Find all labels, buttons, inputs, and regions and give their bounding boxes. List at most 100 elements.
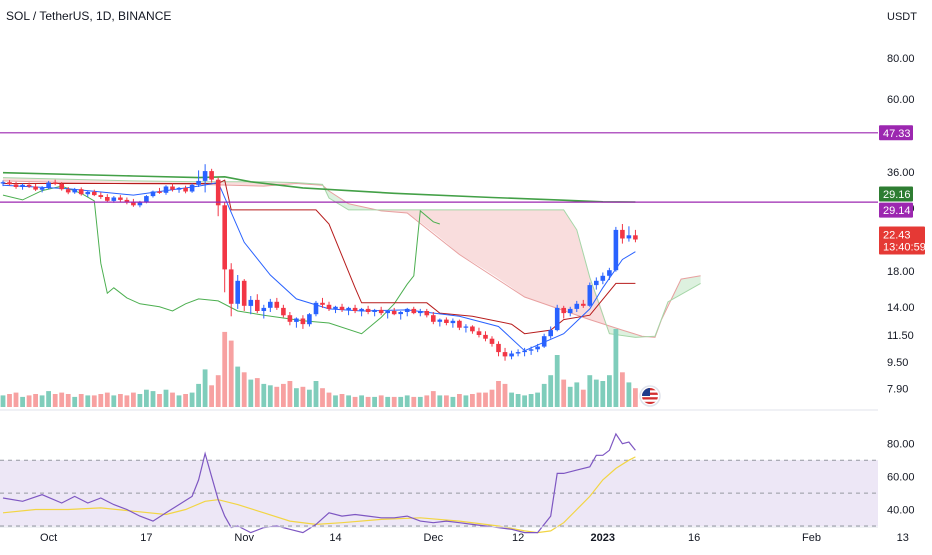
candle[interactable] [398, 311, 403, 320]
candle[interactable] [554, 304, 560, 332]
symbol-title[interactable]: SOL / TetherUS, 1D, BINANCE [6, 9, 171, 23]
candle[interactable] [385, 309, 390, 319]
candle[interactable] [339, 303, 345, 312]
candle[interactable] [163, 185, 169, 195]
candle[interactable] [281, 304, 286, 318]
candle[interactable] [235, 275, 240, 309]
horizontal-levels[interactable] [0, 132, 878, 203]
candle[interactable] [489, 336, 495, 347]
candle[interactable] [424, 308, 430, 318]
candle[interactable] [613, 226, 619, 272]
candle[interactable] [411, 306, 417, 315]
price-level-tag[interactable] [879, 202, 913, 218]
candle[interactable] [150, 190, 156, 198]
candle[interactable] [594, 277, 599, 290]
candle[interactable] [522, 347, 527, 357]
candle[interactable] [581, 299, 586, 308]
candle[interactable] [0, 180, 6, 187]
candle[interactable] [483, 331, 488, 342]
candle[interactable] [65, 187, 71, 195]
candle[interactable] [346, 306, 351, 316]
candle[interactable] [215, 177, 221, 217]
candle[interactable] [176, 187, 182, 193]
candle[interactable] [404, 307, 410, 317]
candle[interactable] [241, 279, 247, 311]
candle[interactable] [313, 300, 319, 317]
candle[interactable] [294, 317, 299, 328]
candle[interactable] [470, 325, 475, 334]
candle[interactable] [7, 180, 12, 186]
candle[interactable] [255, 294, 260, 314]
candle[interactable] [248, 296, 254, 315]
candle[interactable] [463, 324, 469, 333]
candlesticks[interactable] [0, 164, 638, 361]
candle[interactable] [633, 229, 638, 243]
candle[interactable] [92, 189, 97, 197]
candle[interactable] [509, 350, 514, 360]
candle[interactable] [202, 164, 208, 193]
candle[interactable] [268, 298, 273, 312]
candle[interactable] [59, 182, 64, 191]
candle[interactable] [431, 312, 436, 325]
candle[interactable] [359, 307, 364, 317]
candle[interactable] [26, 182, 32, 188]
price-level-tag[interactable] [879, 186, 913, 202]
candle[interactable] [333, 305, 338, 314]
candle[interactable] [561, 305, 566, 319]
candle[interactable] [300, 315, 306, 329]
candle[interactable] [39, 186, 45, 193]
candle[interactable] [20, 183, 25, 190]
candle[interactable] [528, 346, 534, 355]
candle[interactable] [209, 168, 214, 183]
candle[interactable] [222, 201, 227, 293]
candle[interactable] [261, 304, 267, 319]
candle[interactable] [502, 347, 508, 361]
candle[interactable] [352, 304, 358, 314]
time-axis-ticks[interactable]: Oct17Nov14Dec12202316Feb13Ma [40, 532, 932, 544]
candle[interactable] [444, 317, 449, 326]
candle[interactable] [307, 313, 312, 327]
candle[interactable] [548, 326, 553, 339]
candle[interactable] [541, 333, 547, 348]
candle[interactable] [574, 300, 580, 312]
price-axis-ticks[interactable]: 80.0060.0036.0028.0018.0014.0011.509.507… [887, 53, 915, 396]
candle[interactable] [78, 187, 84, 196]
candle[interactable] [365, 305, 371, 315]
candle[interactable] [567, 306, 573, 317]
candle[interactable] [607, 267, 612, 280]
rsi-axis-ticks[interactable]: 80.00 60.00 40.00 [887, 439, 915, 517]
candle[interactable] [98, 192, 104, 199]
candle[interactable] [515, 349, 521, 357]
candle[interactable] [13, 181, 19, 189]
candle[interactable] [587, 282, 593, 307]
candle[interactable] [437, 318, 443, 327]
candle[interactable] [372, 308, 377, 317]
candle[interactable] [170, 183, 175, 192]
candle[interactable] [450, 318, 456, 328]
candle[interactable] [626, 226, 632, 242]
candle[interactable] [33, 183, 38, 191]
candle[interactable] [274, 297, 280, 310]
candle[interactable] [378, 306, 384, 316]
candle[interactable] [600, 272, 606, 285]
us-flag-icon[interactable] [639, 385, 661, 407]
candle[interactable] [620, 224, 625, 244]
candle[interactable] [196, 170, 201, 187]
price-level-tag[interactable] [879, 125, 913, 141]
candle[interactable] [157, 187, 162, 194]
candle[interactable] [124, 197, 130, 205]
candle[interactable] [46, 180, 51, 190]
last-price-tag[interactable] [879, 226, 925, 255]
candle[interactable] [476, 327, 482, 338]
candle[interactable] [287, 312, 293, 326]
candle[interactable] [418, 308, 423, 317]
candle[interactable] [320, 297, 325, 308]
candle[interactable] [391, 307, 397, 316]
candle[interactable] [535, 343, 540, 353]
candle[interactable] [496, 341, 501, 357]
candle[interactable] [105, 194, 110, 203]
candle[interactable] [189, 183, 195, 193]
candle[interactable] [52, 179, 58, 186]
